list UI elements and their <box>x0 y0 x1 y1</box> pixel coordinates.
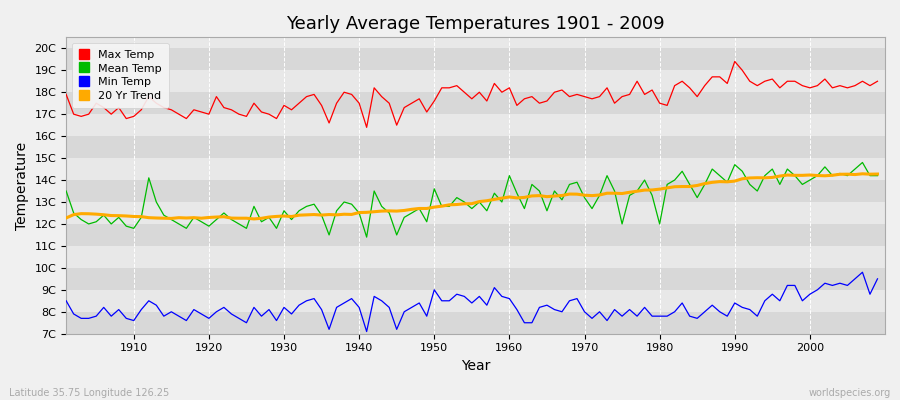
20 Yr Trend <box>248 216 259 221</box>
Mean Temp <box>61 189 72 194</box>
Bar <box>67 202 885 224</box>
Max Temp <box>331 101 342 106</box>
Max Temp <box>872 79 883 84</box>
Min Temp <box>504 296 515 301</box>
Max Temp <box>729 59 740 64</box>
20 Yr Trend <box>293 213 304 218</box>
Line: 20 Yr Trend: 20 Yr Trend <box>67 174 878 219</box>
Bar <box>67 268 885 290</box>
Min Temp <box>511 307 522 312</box>
Max Temp <box>121 116 131 121</box>
Title: Yearly Average Temperatures 1901 - 2009: Yearly Average Temperatures 1901 - 2009 <box>286 15 665 33</box>
Text: worldspecies.org: worldspecies.org <box>809 388 891 398</box>
Min Temp <box>872 276 883 281</box>
Bar <box>67 136 885 158</box>
Mean Temp <box>331 208 342 213</box>
Mean Temp <box>121 224 131 228</box>
Line: Min Temp: Min Temp <box>67 272 878 332</box>
Text: Latitude 35.75 Longitude 126.25: Latitude 35.75 Longitude 126.25 <box>9 388 169 398</box>
Bar <box>67 158 885 180</box>
Max Temp <box>601 86 612 90</box>
Min Temp <box>286 312 297 316</box>
Max Temp <box>286 107 297 112</box>
20 Yr Trend <box>121 214 131 218</box>
Max Temp <box>511 103 522 108</box>
Line: Mean Temp: Mean Temp <box>67 162 878 237</box>
Mean Temp <box>857 160 868 165</box>
Bar <box>67 312 885 334</box>
Line: Max Temp: Max Temp <box>67 62 878 127</box>
Max Temp <box>61 92 72 97</box>
20 Yr Trend <box>511 196 522 200</box>
20 Yr Trend <box>601 191 612 196</box>
Mean Temp <box>872 173 883 178</box>
Min Temp <box>61 298 72 303</box>
Mean Temp <box>601 173 612 178</box>
X-axis label: Year: Year <box>461 359 491 373</box>
20 Yr Trend <box>857 171 868 176</box>
Mean Temp <box>361 235 372 240</box>
Bar <box>67 70 885 92</box>
Max Temp <box>504 86 515 90</box>
Min Temp <box>121 316 131 321</box>
Bar <box>67 290 885 312</box>
Bar <box>67 92 885 114</box>
Bar <box>67 48 885 70</box>
20 Yr Trend <box>61 216 72 220</box>
Y-axis label: Temperature: Temperature <box>15 142 29 230</box>
Bar <box>67 114 885 136</box>
20 Yr Trend <box>872 172 883 176</box>
Legend: Max Temp, Mean Temp, Min Temp, 20 Yr Trend: Max Temp, Mean Temp, Min Temp, 20 Yr Tre… <box>72 43 168 108</box>
Min Temp <box>361 329 372 334</box>
Bar <box>67 180 885 202</box>
Min Temp <box>601 318 612 323</box>
20 Yr Trend <box>338 212 349 217</box>
Mean Temp <box>286 217 297 222</box>
Mean Temp <box>511 191 522 196</box>
Min Temp <box>331 305 342 310</box>
Min Temp <box>857 270 868 275</box>
20 Yr Trend <box>504 194 515 199</box>
Mean Temp <box>504 173 515 178</box>
Max Temp <box>361 125 372 130</box>
Bar <box>67 246 885 268</box>
Bar <box>67 224 885 246</box>
